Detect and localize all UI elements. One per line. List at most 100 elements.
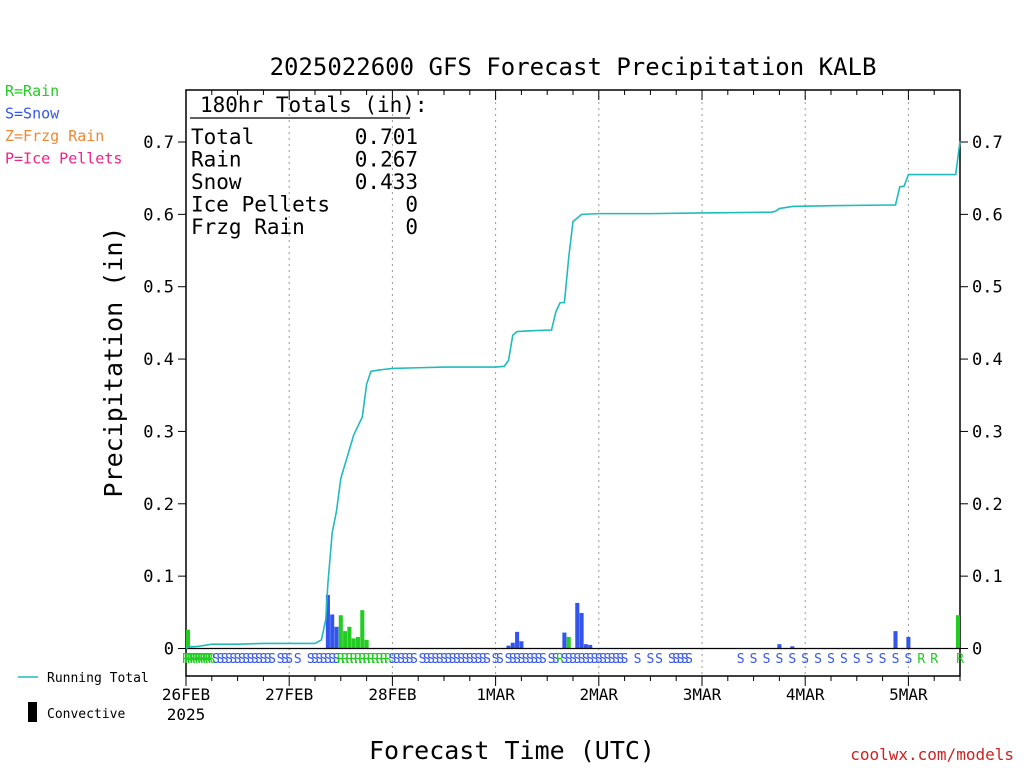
type-mark-snow: S xyxy=(333,652,341,667)
type-mark-rain: R xyxy=(363,652,371,667)
type-mark-snow: S xyxy=(750,652,758,667)
type-mark-snow: S xyxy=(221,652,229,667)
type-mark-snow: S xyxy=(505,652,513,667)
type-mark-snow: S xyxy=(285,652,293,667)
type-mark-rain: R xyxy=(187,652,195,667)
x-tick-sublabel: 2025 xyxy=(167,705,206,724)
precip-bar-snow xyxy=(330,614,335,649)
type-mark-snow: S xyxy=(509,652,517,667)
totals-row-value: 0 xyxy=(405,215,418,239)
precip-bar-snow xyxy=(583,644,588,649)
credit-link[interactable]: coolwx.com/models xyxy=(850,745,1014,764)
type-mark-rain: R xyxy=(358,652,366,667)
precip-bar-rain xyxy=(338,615,343,649)
convective-legend-swatch xyxy=(28,702,37,722)
type-mark-rain: R xyxy=(337,652,345,667)
y-tick-label-left: 0.5 xyxy=(143,278,174,298)
type-mark-snow: S xyxy=(466,652,474,667)
type-mark-rain: R xyxy=(203,652,211,667)
type-mark-snow: S xyxy=(247,652,255,667)
type-mark-snow: S xyxy=(586,652,594,667)
type-mark-snow: S xyxy=(892,652,900,667)
type-mark-snow: S xyxy=(397,652,405,667)
type-mark-snow: S xyxy=(294,652,302,667)
x-tick-label: 5MAR xyxy=(889,685,928,704)
type-mark-snow: S xyxy=(440,652,448,667)
type-mark-rain: R xyxy=(354,652,362,667)
type-mark-rain: R xyxy=(345,652,353,667)
type-mark-snow: S xyxy=(565,652,573,667)
type-mark-snow: S xyxy=(681,652,689,667)
type-mark-snow: S xyxy=(496,652,504,667)
y-tick-label-left: 0.2 xyxy=(143,495,174,515)
y-tick-label-left: 0.3 xyxy=(143,422,174,442)
type-mark-snow: S xyxy=(621,652,629,667)
type-mark-snow: S xyxy=(388,652,396,667)
type-mark-rain: R xyxy=(190,652,198,667)
series-legend: Running Total Convective xyxy=(18,671,149,722)
type-mark-snow: S xyxy=(530,652,538,667)
y-tick-label-right: 0 xyxy=(972,640,982,660)
y-tick-label-left: 0.1 xyxy=(143,567,174,587)
type-mark-snow: S xyxy=(259,652,267,667)
precip-bar-snow xyxy=(334,626,339,649)
type-mark-snow: S xyxy=(560,652,568,667)
totals-row-label: Rain xyxy=(191,148,242,172)
type-mark-snow: S xyxy=(483,652,491,667)
y-tick-label-left: 0.7 xyxy=(143,133,174,153)
precip-bar-snow xyxy=(790,646,795,649)
totals-row-value: 0.267 xyxy=(355,148,418,172)
running-total-line xyxy=(185,141,961,650)
precip-bar-snow xyxy=(575,602,580,649)
type-mark-snow: S xyxy=(410,652,418,667)
precip-bar-rain xyxy=(360,610,365,649)
y-tick-label-right: 0.2 xyxy=(972,495,1003,515)
type-legend-item: Z=Frzg Rain xyxy=(5,127,104,145)
x-tick-label: 27FEB xyxy=(265,685,313,704)
type-mark-snow: S xyxy=(320,652,328,667)
type-mark-snow: S xyxy=(277,652,285,667)
totals-box: 180hr Totals (in): Total 0.701 Rain 0.267 Sn… xyxy=(190,93,428,239)
type-mark-snow: S xyxy=(616,652,624,667)
y-tick-label-right: 0.4 xyxy=(972,350,1003,370)
type-mark-snow: S xyxy=(324,652,332,667)
totals-row-value: 0 xyxy=(405,193,418,217)
type-mark-snow: S xyxy=(268,652,276,667)
type-mark-snow: S xyxy=(449,652,457,667)
totals-row-value: 0.701 xyxy=(355,125,418,149)
x-axis-label: Forecast Time (UTC) xyxy=(369,736,655,765)
plot-frame xyxy=(185,89,961,677)
type-mark-snow: S xyxy=(788,652,796,667)
type-mark-snow: S xyxy=(431,652,439,667)
type-mark-snow: S xyxy=(612,652,620,667)
x-tick-label: 2MAR xyxy=(580,685,619,704)
y-axis-ticks: 0 00.1 0.10.2 0.20.3 0.30.4 0.40.5 0.50.6 0.60.… xyxy=(143,133,1002,660)
y-tick-label-right: 0.7 xyxy=(972,133,1003,153)
type-mark-snow: S xyxy=(315,652,323,667)
type-mark-snow: S xyxy=(672,652,680,667)
type-mark-snow: S xyxy=(582,652,590,667)
type-mark-snow: S xyxy=(238,652,246,667)
totals-row-label: Snow xyxy=(191,170,242,194)
precip-bar-rain xyxy=(351,638,356,649)
type-mark-snow: S xyxy=(573,652,581,667)
precip-bar-snow xyxy=(579,613,584,649)
type-mark-snow: S xyxy=(775,652,783,667)
type-mark-snow: S xyxy=(328,652,336,667)
x-tick-label: 3MAR xyxy=(683,685,722,704)
type-legend-item: S=Snow xyxy=(5,105,60,123)
type-mark-snow: S xyxy=(423,652,431,667)
type-mark-snow: S xyxy=(234,652,242,667)
type-mark-rain: R xyxy=(350,652,358,667)
type-mark-rain: R xyxy=(371,652,379,667)
type-mark-snow: S xyxy=(608,652,616,667)
type-mark-snow: S xyxy=(539,652,547,667)
totals-row-label: Frzg Rain xyxy=(191,215,305,239)
type-mark-snow: S xyxy=(462,652,470,667)
type-mark-snow: S xyxy=(229,652,237,667)
type-mark-snow: S xyxy=(474,652,482,667)
type-mark-snow: S xyxy=(444,652,452,667)
type-mark-snow: S xyxy=(479,652,487,667)
